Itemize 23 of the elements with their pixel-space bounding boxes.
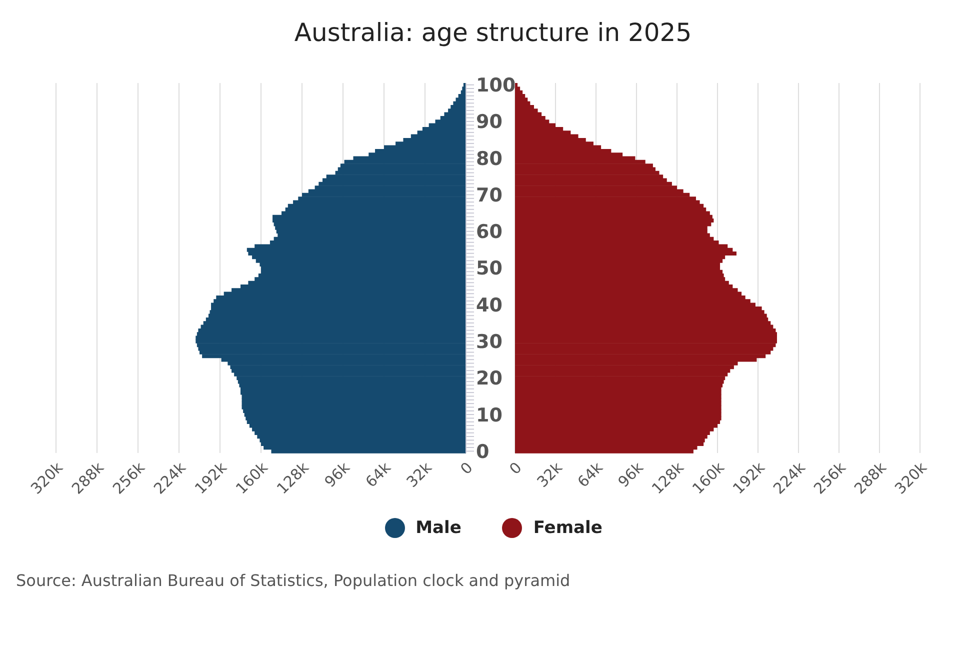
x-tick-label: 32k xyxy=(533,458,566,492)
source-note: Source: Australian Bureau of Statistics, Population clock and pyramid xyxy=(16,571,572,590)
x-tick-label: 64k xyxy=(362,458,395,492)
y-tick-label: 20 xyxy=(476,368,502,390)
y-tick-label: 10 xyxy=(476,404,502,426)
y-tick-label: 0 xyxy=(476,440,490,463)
chart-title: Australia: age structure in 2025 xyxy=(293,17,693,49)
x-tick-label: 96k xyxy=(320,458,354,492)
legend-label: Female xyxy=(533,518,602,538)
y-tick-label: 60 xyxy=(476,221,502,244)
y-tick-label: 50 xyxy=(476,258,502,280)
y-tick-label: 30 xyxy=(476,331,502,354)
y-tick-label: 90 xyxy=(476,111,502,134)
x-tick-label: 64k xyxy=(574,458,607,492)
y-tick-label: 70 xyxy=(476,184,502,206)
y-tick-label: 40 xyxy=(476,294,502,316)
x-tick-label: 0 xyxy=(506,458,526,478)
x-tick-label: 96k xyxy=(614,458,648,492)
legend-label: Male xyxy=(416,518,462,538)
y-tick-label: 100 xyxy=(476,74,516,97)
y-tick-label: 80 xyxy=(476,148,502,170)
x-tick-label: 32k xyxy=(402,458,436,492)
x-tick-label: 0 xyxy=(456,458,476,478)
